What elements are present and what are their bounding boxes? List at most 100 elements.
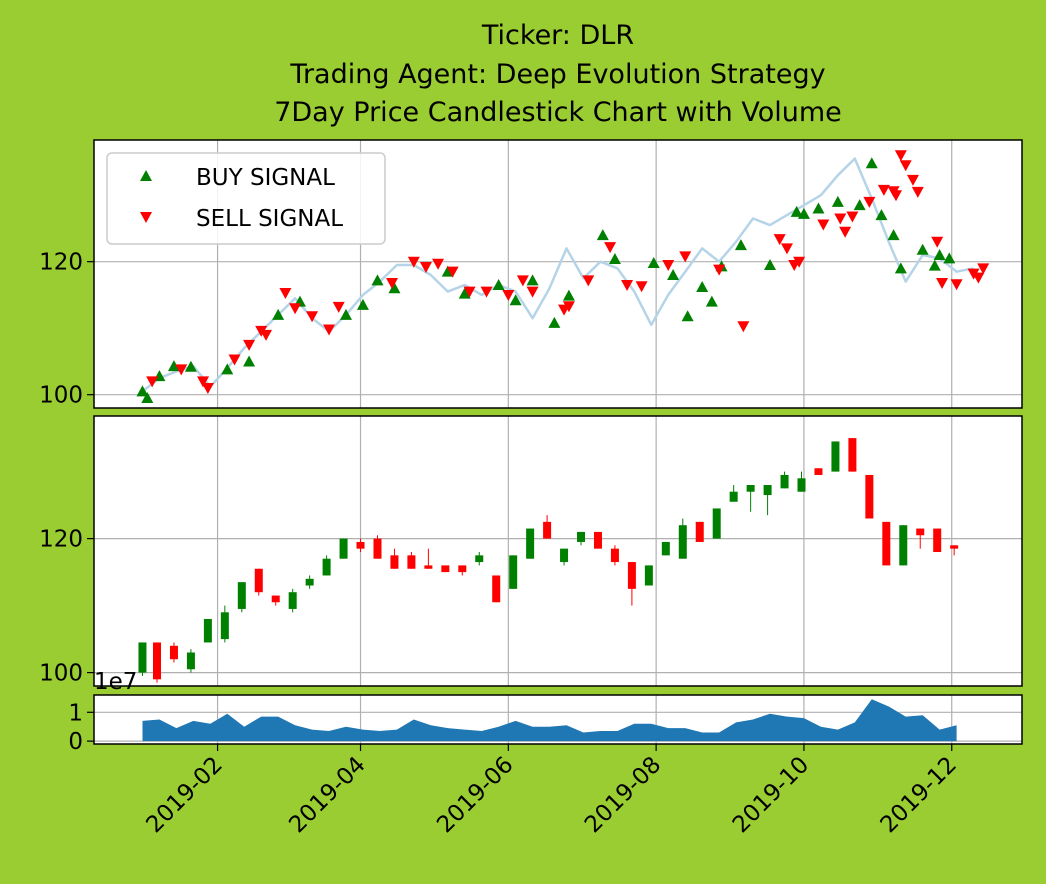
candle-body bbox=[169, 645, 178, 660]
sell-signal-marker bbox=[201, 383, 214, 395]
candle-body bbox=[186, 652, 195, 670]
volume-area bbox=[142, 699, 957, 742]
sell-signal-marker bbox=[323, 324, 336, 336]
candle-body bbox=[746, 485, 755, 492]
buy-signal-marker bbox=[887, 229, 900, 241]
sell-signal-marker bbox=[863, 196, 876, 208]
buy-signal-marker bbox=[136, 385, 149, 397]
candle-body bbox=[644, 565, 653, 586]
candle-body bbox=[814, 468, 823, 475]
candle-body bbox=[322, 558, 331, 576]
candle-body bbox=[627, 562, 636, 589]
candle bbox=[848, 438, 857, 472]
candle-body bbox=[509, 555, 518, 589]
candle-body bbox=[763, 485, 772, 496]
candle-body bbox=[203, 619, 212, 643]
candle-body bbox=[305, 578, 314, 586]
candle-body bbox=[882, 521, 891, 566]
candle bbox=[526, 528, 535, 559]
candle bbox=[933, 528, 942, 553]
candle-body bbox=[661, 541, 670, 556]
sell-signal-marker bbox=[604, 242, 617, 254]
candle bbox=[610, 545, 619, 566]
sell-signal-marker bbox=[197, 376, 210, 388]
sell-signal-marker bbox=[407, 256, 420, 268]
candle bbox=[356, 538, 365, 553]
legend-sell-label: SELL SIGNAL bbox=[196, 206, 343, 232]
buy-signal-marker bbox=[933, 249, 946, 261]
legend-buy-marker bbox=[140, 170, 152, 181]
sell-signal-marker bbox=[146, 376, 159, 388]
buy-signal-marker bbox=[526, 274, 539, 286]
sell-signal-marker bbox=[243, 339, 256, 351]
candle bbox=[560, 548, 569, 566]
sell-signal-marker bbox=[289, 303, 302, 315]
candle-body bbox=[577, 531, 586, 542]
candle-body bbox=[390, 555, 399, 569]
buy-signal-marker bbox=[797, 207, 810, 219]
sell-signal-marker bbox=[894, 150, 907, 162]
sell-signal-marker bbox=[846, 211, 859, 223]
candle bbox=[780, 471, 789, 489]
candle-body bbox=[526, 528, 535, 559]
buy-signal-marker bbox=[562, 289, 575, 301]
candle-body bbox=[950, 545, 959, 549]
candle-body bbox=[695, 521, 704, 542]
buy-signal-marker bbox=[790, 205, 803, 217]
sell-signal-marker bbox=[890, 190, 903, 202]
candle-body bbox=[780, 474, 789, 489]
candle bbox=[814, 468, 823, 475]
candle-body bbox=[933, 528, 942, 553]
candle-plot-area bbox=[94, 416, 1022, 686]
title-line-3: 7Day Price Candlestick Chart with Volume bbox=[274, 97, 842, 128]
candle bbox=[797, 471, 806, 492]
sell-signal-marker bbox=[773, 234, 786, 246]
sell-signal-markers bbox=[146, 150, 990, 395]
candle bbox=[203, 619, 212, 643]
buy-signal-marker bbox=[458, 287, 471, 299]
candle-body bbox=[831, 441, 840, 472]
candle bbox=[763, 485, 772, 516]
sell-signal-marker bbox=[911, 186, 924, 198]
sell-signal-marker bbox=[679, 251, 692, 263]
price-line-layer bbox=[141, 157, 974, 393]
candle bbox=[916, 528, 925, 549]
candle bbox=[865, 474, 874, 519]
buy-signal-marker bbox=[596, 229, 609, 241]
candle-body bbox=[848, 438, 857, 472]
buy-signal-marker bbox=[681, 310, 694, 322]
buy-signal-marker bbox=[943, 252, 956, 264]
sell-signal-marker bbox=[516, 275, 529, 287]
volume-y-tick-label: 1 bbox=[68, 700, 83, 726]
buy-signal-marker bbox=[894, 262, 907, 274]
candle-body bbox=[424, 565, 433, 569]
candle bbox=[373, 535, 382, 559]
candle bbox=[492, 575, 501, 603]
sell-signal-marker bbox=[175, 364, 188, 376]
sell-signal-marker bbox=[502, 289, 515, 301]
candle-body bbox=[712, 508, 721, 539]
candle-body bbox=[138, 642, 147, 673]
sell-signal-marker bbox=[839, 226, 852, 238]
buy-signal-marker bbox=[853, 199, 866, 211]
candle-body bbox=[916, 528, 925, 536]
legend-sell-marker bbox=[140, 212, 152, 223]
volume-y-ticks: 01 bbox=[68, 700, 94, 755]
candle bbox=[424, 548, 433, 569]
candle bbox=[831, 441, 840, 472]
price-y-tick-label: 100 bbox=[39, 383, 83, 409]
candles bbox=[138, 438, 959, 683]
sell-signal-marker bbox=[780, 243, 793, 255]
buy-signal-marker bbox=[167, 360, 180, 372]
volume-area-layer bbox=[142, 699, 957, 742]
candle bbox=[220, 605, 229, 643]
buy-signal-marker bbox=[371, 274, 384, 286]
buy-signal-marker bbox=[272, 308, 285, 320]
sell-signal-marker bbox=[899, 160, 912, 172]
sell-signal-marker bbox=[582, 275, 595, 287]
sell-signal-marker bbox=[279, 287, 292, 299]
volume-offset-label: 1e7 bbox=[94, 669, 137, 695]
buy-signal-marker bbox=[339, 308, 352, 320]
sell-signal-marker bbox=[260, 329, 273, 341]
